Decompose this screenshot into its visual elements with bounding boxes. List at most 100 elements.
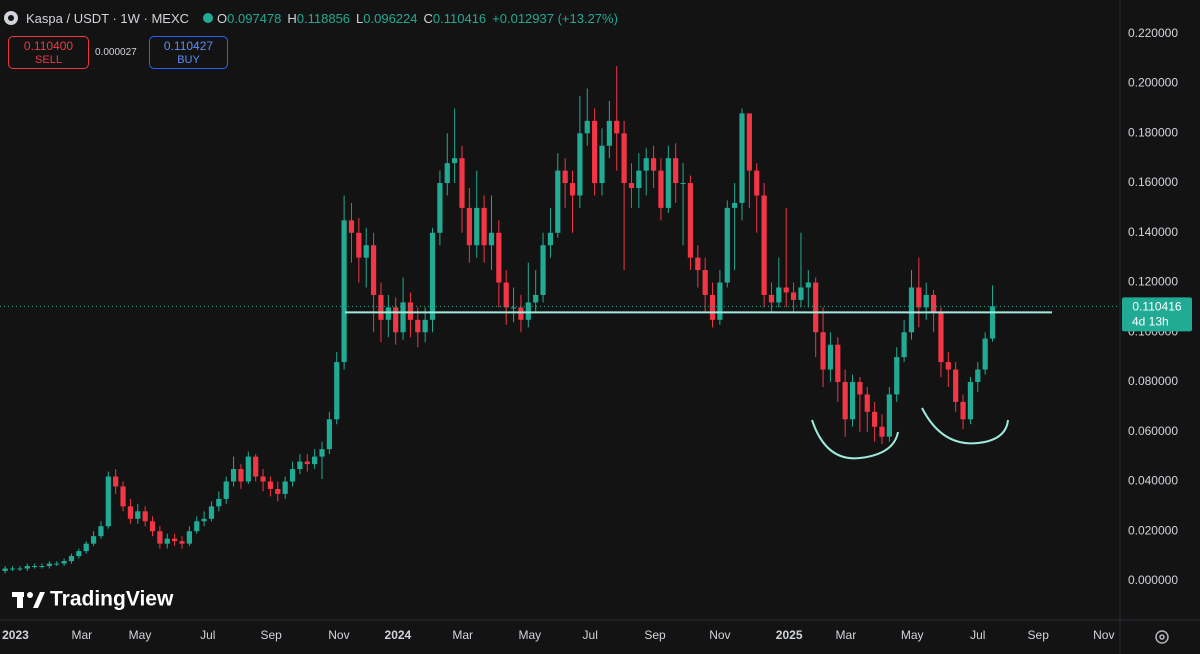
candle-body [400, 302, 406, 333]
y-tick-label: 0.220000 [1128, 26, 1178, 40]
candle-body [98, 526, 104, 537]
candle-body [393, 307, 399, 333]
candle-body [201, 518, 207, 522]
candle-body [555, 170, 561, 233]
candle-body [120, 486, 126, 507]
candle-body [17, 568, 23, 570]
x-tick-label: Sep [260, 628, 282, 642]
candle-body [370, 245, 377, 295]
candle-body [540, 245, 546, 295]
candle-body [533, 294, 539, 303]
candle-body [459, 158, 465, 208]
candle-body [879, 426, 885, 437]
candle-body [650, 158, 657, 171]
candle-body [356, 232, 362, 258]
candle-body [474, 207, 480, 246]
candle-body [894, 357, 900, 395]
candles [2, 66, 996, 574]
x-tick-label: May [901, 628, 924, 642]
watermark: TradingView [50, 588, 174, 611]
watermark-logo [12, 592, 45, 608]
sell-label: SELL [35, 54, 62, 66]
x-tick-label: Nov [328, 628, 349, 642]
candle-body [614, 120, 620, 134]
candle-body [923, 294, 929, 308]
legend-header: Kaspa / USDT · 1W · MEXC O 0.097478 H 0.11… [0, 8, 624, 28]
y-tick-label: 0.200000 [1128, 76, 1178, 90]
candle-body [172, 538, 178, 542]
candle-body [673, 158, 679, 184]
candle-body [68, 556, 75, 562]
candle-body [24, 566, 30, 569]
candle-body [628, 183, 635, 189]
candle-body [142, 511, 148, 522]
candle-body [488, 232, 495, 246]
candle-body [746, 113, 752, 171]
c-value: 0.110416 [432, 10, 487, 26]
candle-body [260, 476, 266, 482]
candle-body [90, 536, 97, 544]
candle-body [312, 456, 318, 465]
candle-body [945, 362, 951, 370]
settings-icon[interactable] [1155, 630, 1169, 644]
candle-body [886, 394, 892, 437]
spread: 0.000027 [95, 47, 137, 58]
candle-body [783, 287, 789, 293]
x-tick-label: Sep [644, 628, 666, 642]
x-tick-label: Jul [200, 628, 215, 642]
candle-body [496, 232, 502, 283]
l-label: L [356, 10, 364, 26]
candle-body [621, 133, 627, 184]
candle-body [643, 158, 649, 171]
candle-body [415, 319, 421, 333]
candle-body [481, 207, 487, 246]
y-tick-label: 0.160000 [1128, 175, 1178, 189]
candle-body [695, 257, 701, 271]
candle-body [842, 381, 848, 420]
candle-body [149, 521, 156, 532]
y-tick-label: 0.000000 [1128, 573, 1178, 587]
candle-body [739, 113, 745, 203]
candle-body [592, 120, 598, 184]
candle-body [658, 170, 664, 208]
candle-body [334, 362, 340, 420]
x-tick-label: May [518, 628, 541, 642]
candle-body [606, 120, 612, 146]
candle-body [768, 294, 775, 303]
candle-body [732, 202, 738, 208]
candle-body [665, 158, 671, 208]
symbol[interactable]: Kaspa / USDT · 1W · MEXC [26, 10, 190, 26]
candle-body [135, 511, 141, 519]
candle-body [525, 302, 531, 320]
candle-body [179, 541, 185, 544]
buy-price: 0.110427 [163, 39, 214, 53]
candle-body [982, 338, 988, 370]
x-tick-label: Mar [71, 628, 92, 642]
candle-body [813, 282, 819, 333]
candle-body [363, 245, 369, 258]
change: +0.012937 (+13.27%) [492, 10, 618, 26]
candle-body [960, 401, 966, 420]
buy-button[interactable]: 0.110427 BUY [149, 36, 228, 69]
candle-body [717, 282, 723, 320]
candle-body [437, 183, 443, 233]
o-value: 0.097478 [227, 10, 282, 26]
candle-body [223, 481, 229, 499]
x-tick-label: Jul [970, 628, 985, 642]
x-tick-label: Nov [709, 628, 730, 642]
candle-body [216, 498, 222, 507]
sell-button[interactable]: 0.110400 SELL [8, 36, 89, 69]
candle-body [186, 531, 192, 544]
candle-body [113, 476, 119, 487]
candle-body [127, 506, 134, 519]
candle-body [422, 319, 428, 333]
candle-body [194, 521, 200, 532]
y-tick-label: 0.140000 [1128, 225, 1178, 239]
c-label: C [423, 10, 433, 26]
candle-body [569, 183, 576, 196]
x-tick-label: Jul [583, 628, 598, 642]
y-tick-label: 0.040000 [1128, 474, 1178, 488]
last-price-tag [1122, 297, 1192, 332]
candle-body [901, 332, 907, 358]
